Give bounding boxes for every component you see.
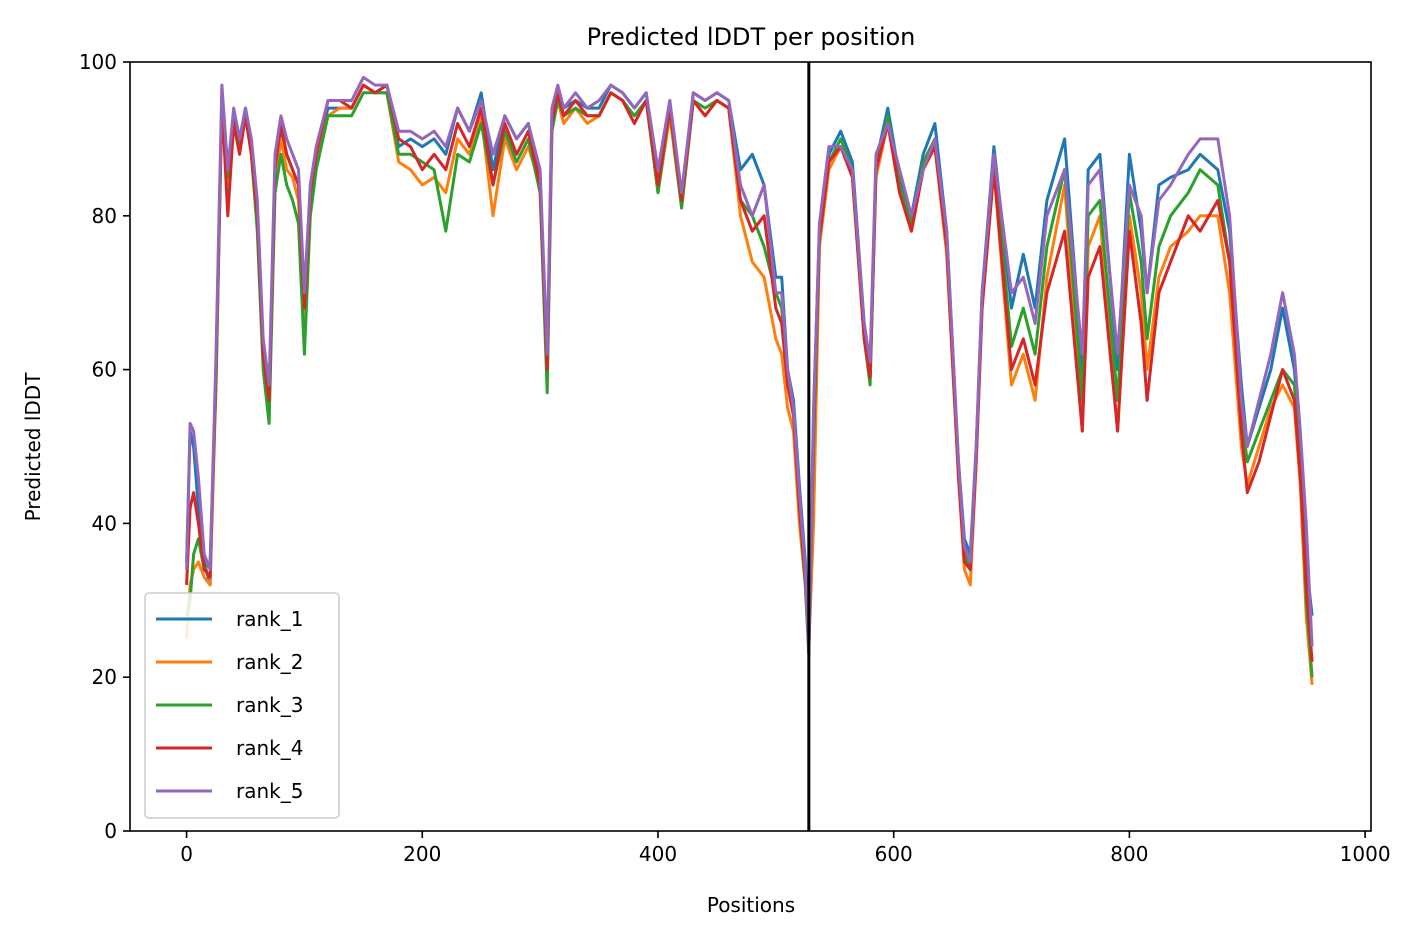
legend-box [144, 592, 340, 819]
y-tick-label: 80 [92, 204, 117, 228]
y-tick-label: 100 [79, 50, 117, 74]
y-tick-label: 0 [104, 819, 117, 843]
y-tick-label: 60 [92, 358, 117, 382]
legend-label: rank_1 [236, 607, 303, 631]
series-line-rank-5 [185, 75, 1314, 656]
series-line-rank-3 [185, 91, 1314, 678]
legend-label: rank_2 [236, 650, 303, 674]
x-tick-label: 0 [180, 842, 193, 866]
x-axis: 0 200 400 600 800 1000 [180, 831, 1391, 866]
x-tick-label: 1000 [1340, 842, 1391, 866]
y-tick-label: 20 [92, 665, 117, 689]
legend-label: rank_3 [236, 693, 303, 717]
plot-area [185, 75, 1314, 686]
x-tick-label: 200 [403, 842, 441, 866]
legend-label: rank_4 [236, 736, 303, 760]
y-tick-label: 40 [92, 511, 117, 535]
series-line-rank-4 [185, 83, 1314, 662]
y-axis: 0 20 40 60 80 100 [79, 50, 130, 843]
x-axis-label: Positions [707, 893, 795, 917]
legend-label: rank_5 [236, 779, 303, 803]
x-tick-label: 800 [1110, 842, 1148, 866]
plot-frame [129, 61, 1372, 832]
x-tick-label: 400 [639, 842, 677, 866]
legend: rank_1 rank_2 rank_3 rank_4 rank_5 [144, 592, 340, 819]
x-tick-label: 600 [875, 842, 913, 866]
chart-title: Predicted lDDT per position [587, 23, 916, 51]
series-line-rank-2 [185, 83, 1314, 686]
y-axis-label: Predicted lDDT [21, 372, 45, 522]
